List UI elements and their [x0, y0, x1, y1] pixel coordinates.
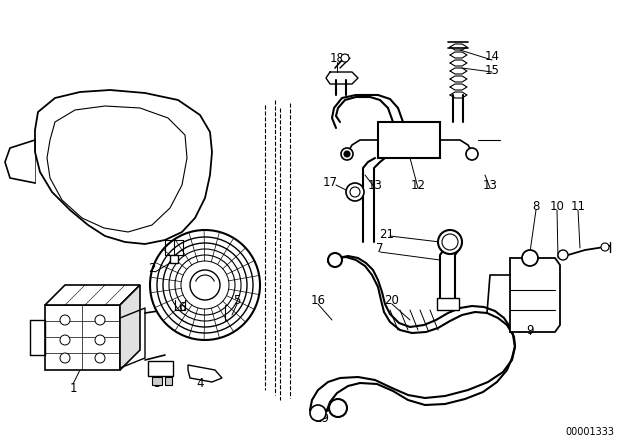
Text: 21: 21	[380, 228, 394, 241]
Circle shape	[95, 335, 105, 345]
Circle shape	[329, 399, 347, 417]
Text: 10: 10	[550, 199, 564, 212]
Text: 5: 5	[234, 293, 241, 306]
Text: 7: 7	[376, 241, 384, 254]
Circle shape	[350, 187, 360, 197]
Text: 2: 2	[148, 262, 156, 275]
Text: 12: 12	[410, 178, 426, 191]
Circle shape	[157, 237, 253, 333]
Text: 13: 13	[367, 178, 383, 191]
Text: 15: 15	[484, 64, 499, 77]
Circle shape	[438, 230, 462, 254]
Polygon shape	[510, 258, 560, 332]
Polygon shape	[47, 106, 187, 232]
Polygon shape	[378, 122, 440, 158]
Circle shape	[175, 255, 235, 315]
Circle shape	[341, 148, 353, 160]
Circle shape	[95, 315, 105, 325]
Circle shape	[60, 353, 70, 363]
Circle shape	[442, 234, 458, 250]
Text: 00001333: 00001333	[566, 427, 614, 437]
Polygon shape	[35, 90, 212, 244]
Text: 18: 18	[330, 52, 344, 65]
Text: 8: 8	[532, 199, 540, 212]
Text: 14: 14	[484, 49, 499, 63]
Circle shape	[341, 54, 349, 62]
Circle shape	[95, 353, 105, 363]
Polygon shape	[45, 305, 120, 370]
Bar	[152, 377, 162, 385]
Text: 19: 19	[314, 412, 330, 425]
Circle shape	[310, 405, 326, 421]
Bar	[148, 361, 173, 376]
Text: 11: 11	[570, 199, 586, 212]
Circle shape	[601, 243, 609, 251]
Circle shape	[169, 249, 241, 321]
Circle shape	[163, 243, 247, 327]
Circle shape	[150, 230, 260, 340]
Text: 17: 17	[323, 176, 337, 189]
Circle shape	[60, 335, 70, 345]
Circle shape	[328, 253, 342, 267]
Text: 1: 1	[69, 382, 77, 395]
Text: 20: 20	[385, 293, 399, 306]
Circle shape	[346, 183, 364, 201]
Text: 9: 9	[526, 323, 534, 336]
Circle shape	[344, 151, 350, 157]
Circle shape	[181, 261, 229, 309]
Circle shape	[466, 148, 478, 160]
Circle shape	[190, 270, 220, 300]
Text: 6: 6	[179, 301, 186, 314]
Text: 4: 4	[196, 376, 204, 389]
Bar	[165, 377, 172, 385]
Text: 16: 16	[310, 293, 326, 306]
Circle shape	[522, 250, 538, 266]
Text: 13: 13	[483, 178, 497, 191]
Bar	[170, 255, 178, 263]
Circle shape	[558, 250, 568, 260]
Text: 3: 3	[154, 376, 161, 389]
Polygon shape	[45, 285, 140, 305]
Circle shape	[60, 315, 70, 325]
Bar	[437, 298, 459, 310]
Polygon shape	[120, 285, 140, 370]
Polygon shape	[188, 365, 222, 382]
